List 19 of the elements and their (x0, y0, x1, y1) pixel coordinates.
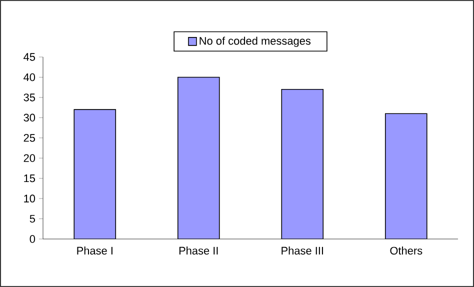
y-tick-label: 0 (30, 235, 36, 243)
y-tick-label: 15 (24, 174, 36, 182)
y-tick-label: 20 (24, 154, 36, 162)
y-tick-label: 25 (24, 134, 36, 142)
bar (74, 109, 116, 239)
bar (281, 88, 324, 239)
x-tick-label: Others (390, 246, 422, 255)
y-tick-label: 35 (24, 94, 36, 102)
y-tick-label: 30 (24, 114, 36, 122)
x-tick-label: Phase II (179, 246, 218, 255)
x-tick-label: Phase I (77, 246, 112, 255)
x-tick-label: Phase III (282, 246, 323, 255)
y-tick-label: 5 (30, 214, 36, 223)
y-tick-label: 40 (24, 73, 36, 82)
bar (384, 113, 428, 239)
y-tick-label: 10 (24, 194, 36, 202)
legend-label: No of coded messages (200, 36, 311, 47)
bar (177, 76, 220, 239)
y-tick-label: 45 (24, 53, 36, 61)
